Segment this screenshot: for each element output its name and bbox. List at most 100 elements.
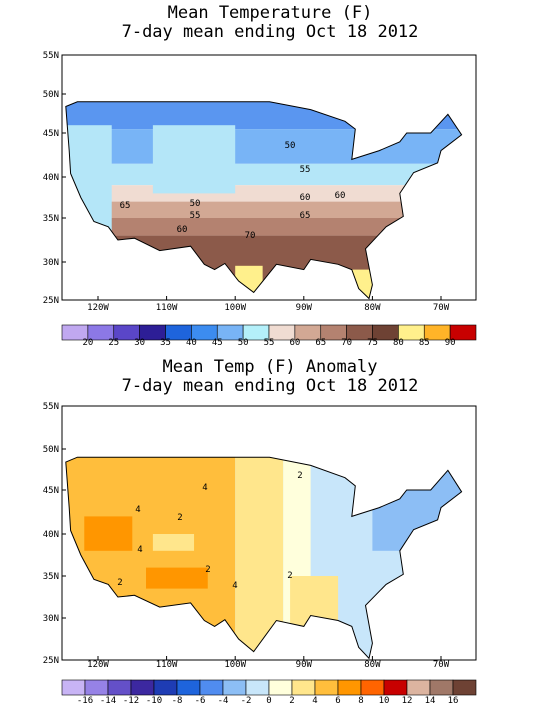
contour-label: 2 bbox=[205, 565, 210, 575]
colorbar-box bbox=[337, 679, 362, 696]
colorbar-label: 80 bbox=[393, 338, 404, 348]
colorbar-box bbox=[383, 679, 408, 696]
colorbar-label: -2 bbox=[241, 696, 252, 706]
contour-label: 4 bbox=[135, 505, 140, 515]
colorbar-box bbox=[429, 679, 454, 696]
colorbar-label: 10 bbox=[379, 696, 390, 706]
contour-label: 60 bbox=[300, 193, 311, 203]
title: Mean Temperature (F) bbox=[168, 3, 373, 23]
colorbar-box bbox=[130, 679, 155, 696]
map-frame bbox=[61, 405, 477, 661]
lon-label: 80W bbox=[364, 303, 381, 313]
lon-label: 90W bbox=[296, 303, 313, 313]
colorbar-box bbox=[107, 679, 132, 696]
lat-label: 40N bbox=[43, 530, 59, 540]
colorbar-label: 16 bbox=[448, 696, 459, 706]
colorbar-label: 6 bbox=[335, 696, 340, 706]
colorbar-label: 75 bbox=[367, 338, 378, 348]
lat-label: 30N bbox=[43, 614, 59, 624]
region bbox=[65, 125, 112, 262]
colorbar-label: 2 bbox=[289, 696, 294, 706]
colorbar-label: -12 bbox=[123, 696, 139, 706]
colorbar-box bbox=[84, 679, 109, 696]
us-outline bbox=[65, 456, 463, 660]
contour-label: 4 bbox=[202, 483, 207, 493]
colorbar-box bbox=[406, 679, 431, 696]
colorbar-label: -6 bbox=[195, 696, 206, 706]
region bbox=[152, 534, 195, 551]
contour-label: 2 bbox=[177, 513, 182, 523]
region bbox=[290, 576, 339, 659]
colorbar-label: 4 bbox=[312, 696, 317, 706]
lat-label: 45N bbox=[43, 486, 59, 496]
lon-label: 110W bbox=[156, 303, 178, 313]
colorbar-box bbox=[199, 679, 224, 696]
colorbar-label: 12 bbox=[402, 696, 413, 706]
colorbar-box bbox=[314, 679, 339, 696]
lon-label: 120W bbox=[87, 303, 109, 313]
contour-label: 60 bbox=[335, 191, 346, 201]
contour-label: 2 bbox=[297, 471, 302, 481]
contour-label: 60 bbox=[177, 225, 188, 235]
colorbar-label: 8 bbox=[358, 696, 363, 706]
lat-label: 35N bbox=[43, 214, 59, 224]
colorbar-label: 70 bbox=[341, 338, 352, 348]
lat-label: 45N bbox=[43, 129, 59, 139]
region bbox=[235, 457, 284, 659]
lat-label: 50N bbox=[43, 445, 59, 455]
colorbar-label: -16 bbox=[77, 696, 93, 706]
colorbar-label: -10 bbox=[146, 696, 162, 706]
lat-label: 25N bbox=[43, 656, 59, 666]
region bbox=[65, 201, 462, 218]
title: 7-day mean ending Oct 18 2012 bbox=[122, 22, 419, 42]
colorbar-label: 55 bbox=[264, 338, 275, 348]
map-fill bbox=[65, 101, 462, 299]
lat-label: 55N bbox=[43, 51, 59, 61]
map-fill bbox=[65, 457, 462, 659]
region bbox=[152, 125, 236, 194]
lat-label: 30N bbox=[43, 258, 59, 268]
us-outline bbox=[65, 101, 463, 300]
colorbar-box bbox=[61, 679, 86, 696]
lon-label: 100W bbox=[224, 660, 246, 670]
lon-label: 110W bbox=[156, 660, 178, 670]
colorbar-box bbox=[360, 679, 385, 696]
colorbar-label: 45 bbox=[212, 338, 223, 348]
colorbar-label: -4 bbox=[218, 696, 229, 706]
colorbar-label: -8 bbox=[172, 696, 183, 706]
colorbar-label: 14 bbox=[425, 696, 436, 706]
contour-label: 55 bbox=[190, 211, 201, 221]
lat-label: 35N bbox=[43, 572, 59, 582]
colorbar-box bbox=[452, 679, 477, 696]
contour-label: 65 bbox=[300, 211, 311, 221]
colorbar-label: 0 bbox=[266, 696, 271, 706]
region bbox=[65, 218, 462, 236]
contour-label: 70 bbox=[245, 231, 256, 241]
colorbar-label: 20 bbox=[82, 338, 93, 348]
contour-label: 50 bbox=[285, 141, 296, 151]
colorbar-label: -14 bbox=[100, 696, 116, 706]
title: Mean Temp (F) Anomaly bbox=[163, 357, 378, 377]
lon-label: 120W bbox=[87, 660, 109, 670]
contour-label: 55 bbox=[300, 165, 311, 175]
colorbar-label: 90 bbox=[445, 338, 456, 348]
colorbar-box bbox=[268, 679, 293, 696]
colorbar-label: 25 bbox=[108, 338, 119, 348]
lon-label: 90W bbox=[296, 660, 313, 670]
lat-label: 55N bbox=[43, 402, 59, 412]
lon-label: 80W bbox=[364, 660, 381, 670]
contour-label: 4 bbox=[137, 545, 142, 555]
lat-label: 50N bbox=[43, 90, 59, 100]
contour-label: 4 bbox=[232, 581, 237, 591]
colorbar-label: 50 bbox=[238, 338, 249, 348]
contour-label: 2 bbox=[287, 571, 292, 581]
colorbar-label: 40 bbox=[186, 338, 197, 348]
region bbox=[65, 235, 462, 299]
colorbar-box bbox=[153, 679, 178, 696]
colorbar-label: 85 bbox=[419, 338, 430, 348]
colorbar-label: 60 bbox=[289, 338, 300, 348]
colorbar-box bbox=[176, 679, 201, 696]
colorbar-label: 65 bbox=[315, 338, 326, 348]
lon-label: 70W bbox=[433, 303, 450, 313]
